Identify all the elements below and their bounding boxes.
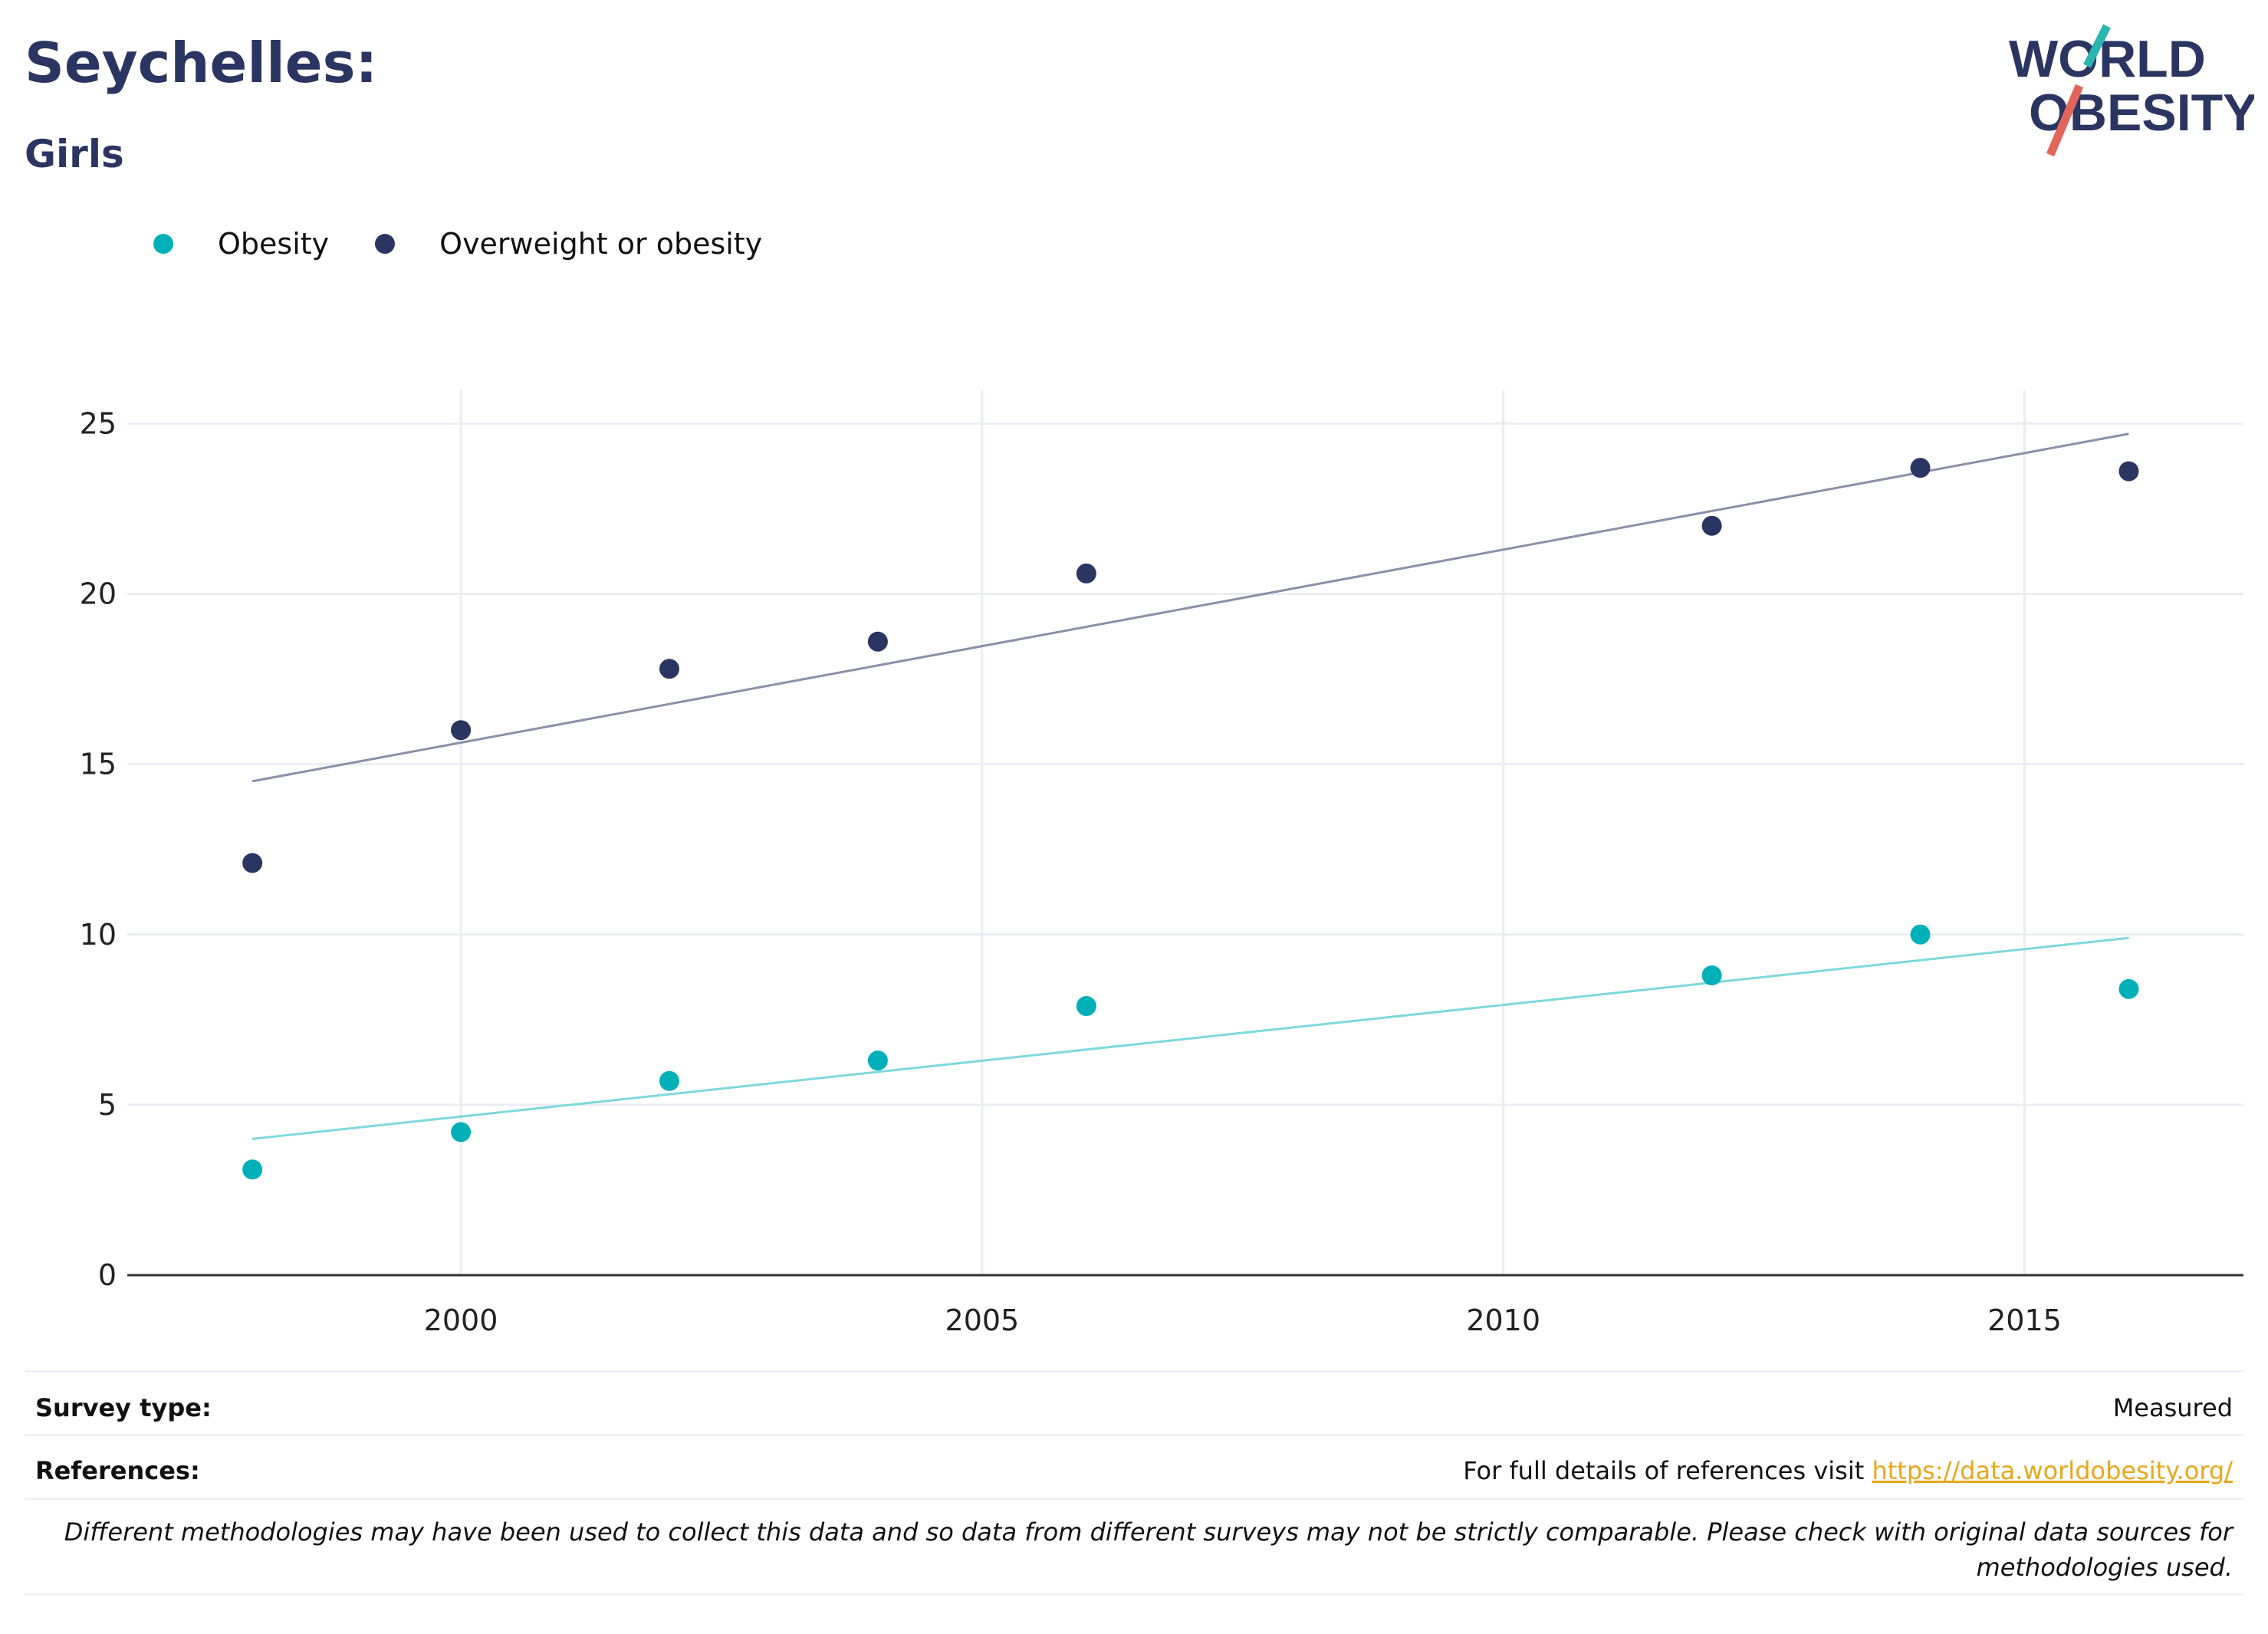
- data-point-obesity[interactable]: [2118, 978, 2139, 999]
- chart-legend: Obesity Overweight or obesity: [153, 227, 808, 261]
- references-text: For full details of references visit: [1463, 1456, 1865, 1485]
- trend-line-obesity: [251, 936, 2129, 1140]
- data-point-overweight[interactable]: [867, 631, 888, 652]
- x-tick-label: 2015: [1987, 1304, 2062, 1337]
- references-link[interactable]: https://data.worldobesity.org/: [1872, 1456, 2233, 1485]
- data-point-overweight[interactable]: [1076, 563, 1096, 584]
- y-tick-label: 10: [80, 918, 117, 952]
- data-point-overweight[interactable]: [451, 720, 472, 741]
- data-point-overweight[interactable]: [1701, 515, 1722, 536]
- data-point-obesity[interactable]: [1701, 965, 1722, 986]
- references-value: For full details of references visit htt…: [1463, 1456, 2243, 1485]
- references-label: References:: [35, 1456, 200, 1485]
- legend-marker-overweight: [375, 234, 396, 254]
- y-tick-label: 20: [80, 577, 117, 611]
- trend-line-overweight: [251, 432, 2129, 783]
- y-tick-label: 15: [80, 748, 117, 781]
- legend-label-obesity: Obesity: [218, 227, 330, 261]
- data-point-obesity[interactable]: [1910, 924, 1931, 945]
- scatter-chart: 0 5 10 15 20 25 2000 2005 2010 2015: [80, 390, 2243, 1337]
- data-point-overweight[interactable]: [1910, 458, 1931, 478]
- page-subtitle: Girls: [25, 132, 124, 176]
- footer-divider: [25, 1434, 2243, 1436]
- y-tick-label: 0: [98, 1258, 117, 1292]
- legend-marker-obesity: [153, 234, 173, 254]
- world-obesity-logo: WORLD OBESITY: [2009, 24, 2254, 157]
- x-tick-label: 2010: [1466, 1304, 1540, 1337]
- x-tick-label: 2005: [945, 1304, 1020, 1337]
- legend-item-obesity[interactable]: Obesity: [153, 227, 329, 261]
- legend-item-overweight[interactable]: Overweight or obesity: [375, 227, 762, 261]
- references-row: References: For full details of referenc…: [25, 1451, 2243, 1491]
- legend-label-overweight: Overweight or obesity: [439, 227, 763, 261]
- data-point-overweight[interactable]: [2118, 461, 2139, 482]
- page-title: Seychelles:: [25, 31, 378, 95]
- data-point-obesity[interactable]: [1076, 996, 1096, 1017]
- footer-divider: [25, 1498, 2243, 1500]
- data-point-obesity[interactable]: [451, 1122, 472, 1142]
- footer-divider: [25, 1370, 2243, 1373]
- survey-type-row: Survey type: Measured: [25, 1388, 2243, 1428]
- y-tick-label: 5: [98, 1088, 117, 1122]
- methodology-note: Different methodologies may have been us…: [64, 1517, 2233, 1582]
- survey-type-label: Survey type:: [35, 1393, 212, 1422]
- logo-slash-top: [2083, 24, 2111, 68]
- data-point-overweight[interactable]: [659, 659, 679, 679]
- y-tick-label: 25: [80, 406, 117, 440]
- x-tick-label: 2000: [424, 1304, 498, 1337]
- survey-type-value: Measured: [2112, 1393, 2233, 1422]
- data-point-obesity[interactable]: [659, 1070, 679, 1091]
- logo-line-1: WORLD: [2009, 30, 2206, 88]
- data-point-obesity[interactable]: [867, 1050, 888, 1071]
- logo-slash-bottom: [2046, 84, 2084, 157]
- footer-divider: [25, 1593, 2243, 1596]
- data-point-obesity[interactable]: [242, 1159, 263, 1180]
- data-point-overweight[interactable]: [242, 853, 263, 873]
